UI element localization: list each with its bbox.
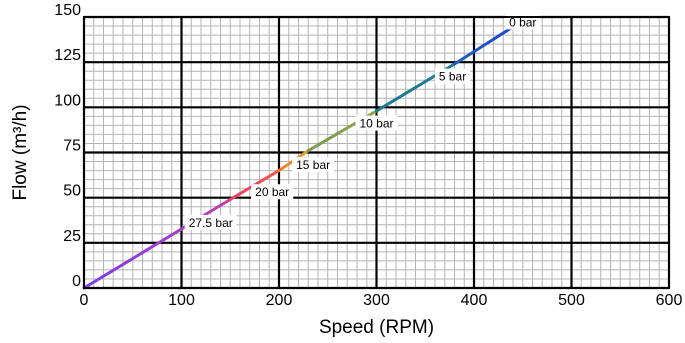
- pressure-label-box: [434, 68, 471, 84]
- y-tick-label: 150: [54, 2, 81, 19]
- y-tick-label: 75: [63, 138, 81, 155]
- x-axis-title: Speed (RPM): [319, 317, 434, 338]
- pressure-label-box: [184, 214, 237, 230]
- pressure-label: 5 bar: [439, 70, 466, 84]
- y-tick-label: 0: [72, 273, 81, 290]
- y-tick-label: 25: [63, 228, 81, 245]
- pressure-label-box: [355, 115, 398, 131]
- y-tick-label: 50: [63, 183, 81, 200]
- x-tick-label: 100: [168, 292, 195, 309]
- flow-line: [82, 19, 525, 290]
- plot-frame: [83, 16, 670, 289]
- flow-segment: [82, 197, 232, 290]
- x-tick-label: 500: [558, 292, 585, 309]
- x-tick-label: 0: [80, 292, 89, 309]
- x-tick-label: 200: [266, 292, 293, 309]
- x-tick-label: 400: [461, 292, 488, 309]
- pressure-label: 20 bar: [255, 185, 289, 199]
- x-tick-label: 300: [363, 292, 390, 309]
- pressure-label: 0 bar: [509, 15, 536, 29]
- x-axis-ticks: 0 100 200 300 400 500 600: [80, 292, 683, 309]
- pressure-label: 27.5 bar: [189, 216, 233, 230]
- y-tick-label: 100: [54, 92, 81, 109]
- pressure-label: 10 bar: [359, 117, 393, 131]
- y-tick-label: 125: [54, 47, 81, 64]
- segment-labels: 27.5 bar 20 bar 15 bar 10 bar 5 bar 0 bar: [184, 14, 541, 230]
- pressure-label-box: [292, 157, 335, 173]
- pressure-label-box: [505, 14, 541, 30]
- pressure-label-box: [251, 184, 294, 200]
- x-tick-label: 600: [656, 292, 683, 309]
- y-axis-title: Flow (m³/h): [10, 104, 31, 200]
- y-axis-ticks: 0 25 50 75 100 125 150: [54, 2, 81, 290]
- pressure-label: 15 bar: [296, 158, 330, 172]
